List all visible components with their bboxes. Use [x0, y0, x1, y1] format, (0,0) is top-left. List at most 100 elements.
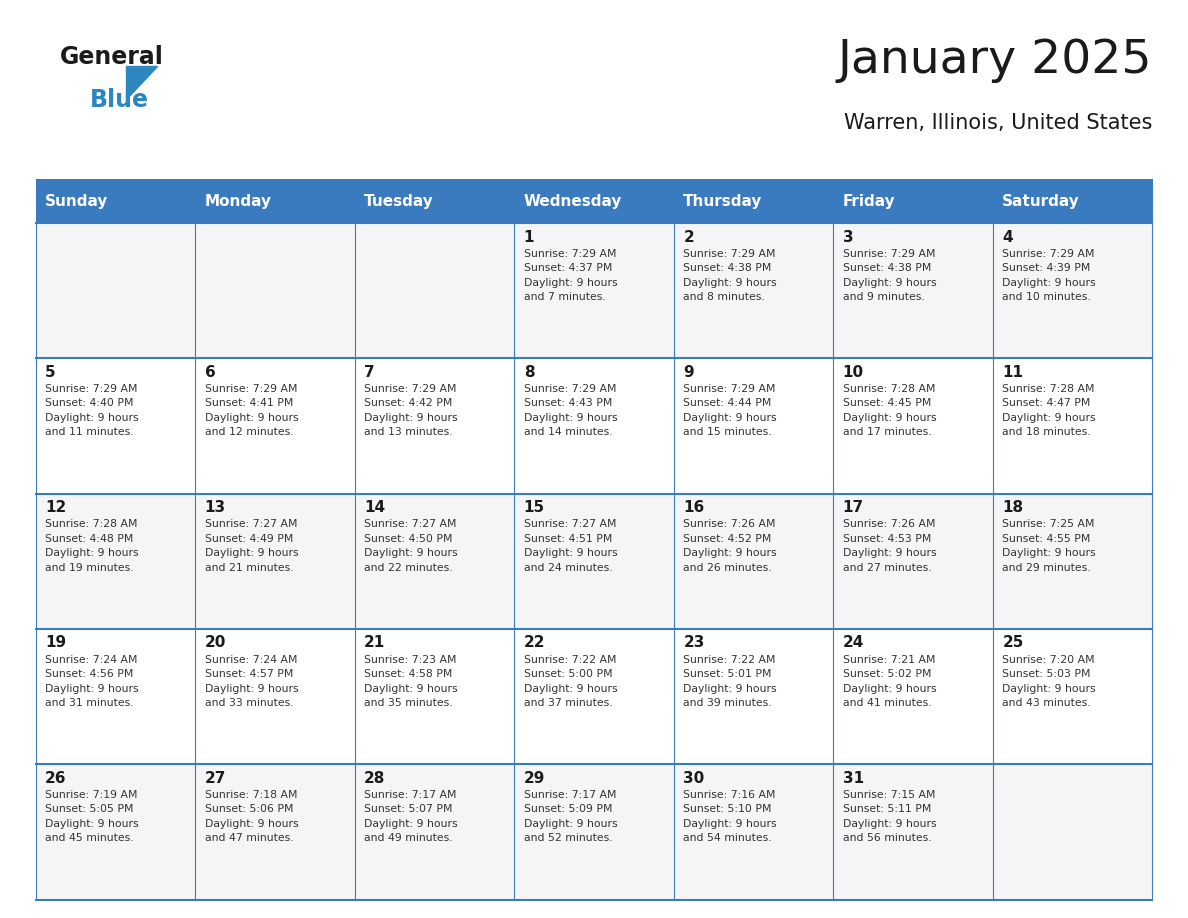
Text: Sunrise: 7:15 AM
Sunset: 5:11 PM
Daylight: 9 hours
and 56 minutes.: Sunrise: 7:15 AM Sunset: 5:11 PM Dayligh…: [842, 790, 936, 844]
Bar: [993, 494, 1152, 629]
Text: Sunrise: 7:21 AM
Sunset: 5:02 PM
Daylight: 9 hours
and 41 minutes.: Sunrise: 7:21 AM Sunset: 5:02 PM Dayligh…: [842, 655, 936, 708]
Bar: [514, 765, 674, 900]
Bar: [674, 223, 833, 358]
Bar: [195, 765, 355, 900]
Text: Sunrise: 7:29 AM
Sunset: 4:41 PM
Daylight: 9 hours
and 12 minutes.: Sunrise: 7:29 AM Sunset: 4:41 PM Dayligh…: [204, 384, 298, 437]
Text: 16: 16: [683, 500, 704, 515]
Text: Sunrise: 7:24 AM
Sunset: 4:57 PM
Daylight: 9 hours
and 33 minutes.: Sunrise: 7:24 AM Sunset: 4:57 PM Dayligh…: [204, 655, 298, 708]
Text: 8: 8: [524, 364, 535, 380]
Bar: [355, 629, 514, 765]
Bar: [993, 179, 1152, 223]
Bar: [36, 765, 195, 900]
Bar: [833, 179, 993, 223]
Text: Sunrise: 7:29 AM
Sunset: 4:38 PM
Daylight: 9 hours
and 9 minutes.: Sunrise: 7:29 AM Sunset: 4:38 PM Dayligh…: [842, 249, 936, 302]
Bar: [674, 494, 833, 629]
Text: Sunrise: 7:29 AM
Sunset: 4:42 PM
Daylight: 9 hours
and 13 minutes.: Sunrise: 7:29 AM Sunset: 4:42 PM Dayligh…: [365, 384, 457, 437]
Text: 2: 2: [683, 230, 694, 244]
Text: 25: 25: [1003, 635, 1024, 651]
Bar: [36, 223, 195, 358]
Bar: [674, 765, 833, 900]
Bar: [674, 358, 833, 494]
Text: 30: 30: [683, 771, 704, 786]
Bar: [833, 358, 993, 494]
Bar: [514, 629, 674, 765]
Text: Warren, Illinois, United States: Warren, Illinois, United States: [843, 113, 1152, 133]
Text: 19: 19: [45, 635, 67, 651]
Text: Sunrise: 7:25 AM
Sunset: 4:55 PM
Daylight: 9 hours
and 29 minutes.: Sunrise: 7:25 AM Sunset: 4:55 PM Dayligh…: [1003, 520, 1097, 573]
Text: 14: 14: [365, 500, 385, 515]
Text: 22: 22: [524, 635, 545, 651]
Text: Sunday: Sunday: [45, 194, 108, 208]
Text: Sunrise: 7:28 AM
Sunset: 4:45 PM
Daylight: 9 hours
and 17 minutes.: Sunrise: 7:28 AM Sunset: 4:45 PM Dayligh…: [842, 384, 936, 437]
Text: Sunrise: 7:18 AM
Sunset: 5:06 PM
Daylight: 9 hours
and 47 minutes.: Sunrise: 7:18 AM Sunset: 5:06 PM Dayligh…: [204, 790, 298, 844]
Text: 5: 5: [45, 364, 56, 380]
Bar: [833, 629, 993, 765]
Bar: [993, 765, 1152, 900]
Bar: [674, 629, 833, 765]
Text: 24: 24: [842, 635, 864, 651]
Text: Sunrise: 7:22 AM
Sunset: 5:00 PM
Daylight: 9 hours
and 37 minutes.: Sunrise: 7:22 AM Sunset: 5:00 PM Dayligh…: [524, 655, 618, 708]
Bar: [195, 358, 355, 494]
Text: 17: 17: [842, 500, 864, 515]
Text: Sunrise: 7:26 AM
Sunset: 4:52 PM
Daylight: 9 hours
and 26 minutes.: Sunrise: 7:26 AM Sunset: 4:52 PM Dayligh…: [683, 520, 777, 573]
Text: Sunrise: 7:17 AM
Sunset: 5:09 PM
Daylight: 9 hours
and 52 minutes.: Sunrise: 7:17 AM Sunset: 5:09 PM Dayligh…: [524, 790, 618, 844]
Bar: [195, 223, 355, 358]
Polygon shape: [126, 66, 157, 99]
Text: Sunrise: 7:23 AM
Sunset: 4:58 PM
Daylight: 9 hours
and 35 minutes.: Sunrise: 7:23 AM Sunset: 4:58 PM Dayligh…: [365, 655, 457, 708]
Bar: [514, 223, 674, 358]
Text: 1: 1: [524, 230, 535, 244]
Text: Sunrise: 7:17 AM
Sunset: 5:07 PM
Daylight: 9 hours
and 49 minutes.: Sunrise: 7:17 AM Sunset: 5:07 PM Dayligh…: [365, 790, 457, 844]
Text: 15: 15: [524, 500, 545, 515]
Text: Sunrise: 7:16 AM
Sunset: 5:10 PM
Daylight: 9 hours
and 54 minutes.: Sunrise: 7:16 AM Sunset: 5:10 PM Dayligh…: [683, 790, 777, 844]
Text: 23: 23: [683, 635, 704, 651]
Text: 12: 12: [45, 500, 67, 515]
Text: 21: 21: [365, 635, 385, 651]
Bar: [993, 223, 1152, 358]
Text: Sunrise: 7:20 AM
Sunset: 5:03 PM
Daylight: 9 hours
and 43 minutes.: Sunrise: 7:20 AM Sunset: 5:03 PM Dayligh…: [1003, 655, 1097, 708]
Text: 9: 9: [683, 364, 694, 380]
Bar: [195, 494, 355, 629]
Text: Saturday: Saturday: [1003, 194, 1080, 208]
Text: Tuesday: Tuesday: [365, 194, 434, 208]
Text: Sunrise: 7:29 AM
Sunset: 4:37 PM
Daylight: 9 hours
and 7 minutes.: Sunrise: 7:29 AM Sunset: 4:37 PM Dayligh…: [524, 249, 618, 302]
Bar: [355, 358, 514, 494]
Text: Wednesday: Wednesday: [524, 194, 623, 208]
Text: 10: 10: [842, 364, 864, 380]
Text: 29: 29: [524, 771, 545, 786]
Bar: [36, 629, 195, 765]
Text: 13: 13: [204, 500, 226, 515]
Bar: [514, 358, 674, 494]
Bar: [993, 629, 1152, 765]
Text: January 2025: January 2025: [838, 38, 1152, 83]
Bar: [195, 629, 355, 765]
Bar: [355, 765, 514, 900]
Bar: [514, 179, 674, 223]
Text: Sunrise: 7:24 AM
Sunset: 4:56 PM
Daylight: 9 hours
and 31 minutes.: Sunrise: 7:24 AM Sunset: 4:56 PM Dayligh…: [45, 655, 139, 708]
Text: Sunrise: 7:29 AM
Sunset: 4:43 PM
Daylight: 9 hours
and 14 minutes.: Sunrise: 7:29 AM Sunset: 4:43 PM Dayligh…: [524, 384, 618, 437]
Text: Sunrise: 7:26 AM
Sunset: 4:53 PM
Daylight: 9 hours
and 27 minutes.: Sunrise: 7:26 AM Sunset: 4:53 PM Dayligh…: [842, 520, 936, 573]
Bar: [993, 358, 1152, 494]
Bar: [36, 179, 195, 223]
Text: Sunrise: 7:28 AM
Sunset: 4:48 PM
Daylight: 9 hours
and 19 minutes.: Sunrise: 7:28 AM Sunset: 4:48 PM Dayligh…: [45, 520, 139, 573]
Bar: [36, 358, 195, 494]
Text: Sunrise: 7:27 AM
Sunset: 4:50 PM
Daylight: 9 hours
and 22 minutes.: Sunrise: 7:27 AM Sunset: 4:50 PM Dayligh…: [365, 520, 457, 573]
Text: Sunrise: 7:29 AM
Sunset: 4:44 PM
Daylight: 9 hours
and 15 minutes.: Sunrise: 7:29 AM Sunset: 4:44 PM Dayligh…: [683, 384, 777, 437]
Bar: [355, 223, 514, 358]
Bar: [833, 494, 993, 629]
Bar: [674, 179, 833, 223]
Bar: [514, 494, 674, 629]
Text: 26: 26: [45, 771, 67, 786]
Text: Sunrise: 7:27 AM
Sunset: 4:49 PM
Daylight: 9 hours
and 21 minutes.: Sunrise: 7:27 AM Sunset: 4:49 PM Dayligh…: [204, 520, 298, 573]
Text: 27: 27: [204, 771, 226, 786]
Text: Sunrise: 7:29 AM
Sunset: 4:38 PM
Daylight: 9 hours
and 8 minutes.: Sunrise: 7:29 AM Sunset: 4:38 PM Dayligh…: [683, 249, 777, 302]
Text: 7: 7: [365, 364, 375, 380]
Text: Sunrise: 7:22 AM
Sunset: 5:01 PM
Daylight: 9 hours
and 39 minutes.: Sunrise: 7:22 AM Sunset: 5:01 PM Dayligh…: [683, 655, 777, 708]
Text: General: General: [59, 45, 163, 69]
Text: Sunrise: 7:29 AM
Sunset: 4:40 PM
Daylight: 9 hours
and 11 minutes.: Sunrise: 7:29 AM Sunset: 4:40 PM Dayligh…: [45, 384, 139, 437]
Text: 31: 31: [842, 771, 864, 786]
Text: Friday: Friday: [842, 194, 896, 208]
Text: 28: 28: [365, 771, 386, 786]
Bar: [195, 179, 355, 223]
Text: Sunrise: 7:29 AM
Sunset: 4:39 PM
Daylight: 9 hours
and 10 minutes.: Sunrise: 7:29 AM Sunset: 4:39 PM Dayligh…: [1003, 249, 1097, 302]
Text: 11: 11: [1003, 364, 1023, 380]
